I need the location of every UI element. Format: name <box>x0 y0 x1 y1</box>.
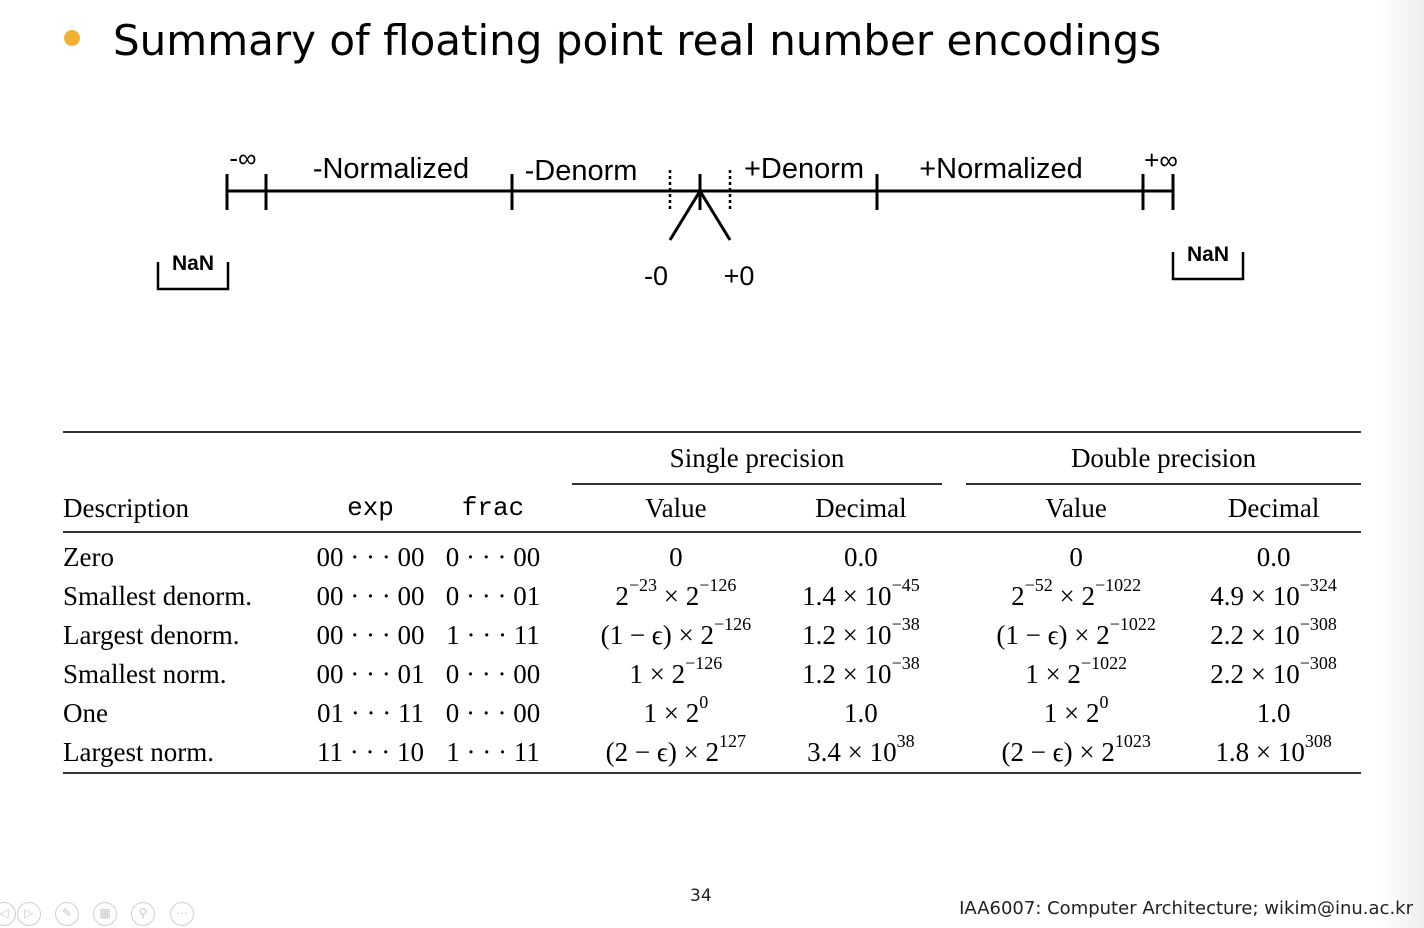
table-row: Largest norm. 11 · · · 10 1 · · · 11 (2 … <box>63 732 1361 774</box>
table-row: Zero 00 · · · 00 0 · · · 00 0 0.0 0 0.0 <box>63 542 1291 572</box>
back-icon[interactable]: ◁ <box>0 902 16 926</box>
zoom-icon[interactable]: ⚲ <box>131 902 155 926</box>
pos-zero-pointer <box>698 190 732 241</box>
table-row: One 01 · · · 11 0 · · · 00 1 × 20 1.0 1 … <box>63 692 1291 728</box>
nan-left-bracket <box>156 262 230 291</box>
table-row: Smallest norm. 00 · · · 01 0 · · · 00 1 … <box>63 653 1337 689</box>
header-double-value: Value <box>1045 493 1107 523</box>
pen-icon[interactable]: ✎ <box>55 902 79 926</box>
label-neg-zero: -0 <box>644 261 668 291</box>
slide-edge-shadow <box>1380 0 1424 928</box>
label-nan-right: NaN <box>1187 243 1229 266</box>
header-description: Description <box>63 492 189 523</box>
bullet-dot <box>64 30 80 46</box>
label-pos-normalized: +Normalized <box>919 153 1083 185</box>
page-number: 34 <box>690 886 712 906</box>
header-frac: frac <box>461 492 525 523</box>
footer-text: IAA6007: Computer Architecture; wikim@in… <box>959 898 1413 919</box>
label-pos-inf: +∞ <box>1144 145 1178 175</box>
header-double-decimal: Decimal <box>1227 493 1320 523</box>
label-neg-denorm: -Denorm <box>525 155 638 187</box>
column-header-row: Description exp frac Value Decimal Value… <box>63 484 1361 532</box>
header-single-decimal: Decimal <box>815 493 907 523</box>
table-row: Largest denorm. 00 · · · 00 1 · · · 11 (… <box>63 614 1337 650</box>
header-double-precision: Double precision <box>966 432 1361 485</box>
encodings-table-wrap: Single precision Double precision Descri… <box>63 431 1361 774</box>
nan-right-bracket <box>1171 252 1245 281</box>
play-icon[interactable]: ▷ <box>17 902 41 926</box>
encodings-table: Single precision Double precision Descri… <box>63 431 1361 774</box>
label-nan-left: NaN <box>172 252 214 275</box>
slide-title: Summary of floating point real number en… <box>113 16 1162 65</box>
header-exp: exp <box>347 492 394 523</box>
header-single-precision: Single precision <box>572 432 943 485</box>
group-header-row: Single precision Double precision <box>63 432 1361 485</box>
number-line-diagram: -∞ -Normalized -Denorm +Denorm +Normaliz… <box>156 143 1245 291</box>
label-neg-normalized: -Normalized <box>313 153 469 185</box>
more-icon[interactable]: ⋯ <box>170 902 194 926</box>
header-single-value: Value <box>645 493 707 523</box>
label-pos-denorm: +Denorm <box>744 153 864 185</box>
slides-icon[interactable]: ▦ <box>93 902 117 926</box>
table-row: Smallest denorm. 00 · · · 00 0 · · · 01 … <box>63 575 1337 611</box>
label-pos-zero: +0 <box>724 261 755 291</box>
label-neg-inf: -∞ <box>229 143 256 173</box>
neg-zero-pointer <box>668 190 702 241</box>
